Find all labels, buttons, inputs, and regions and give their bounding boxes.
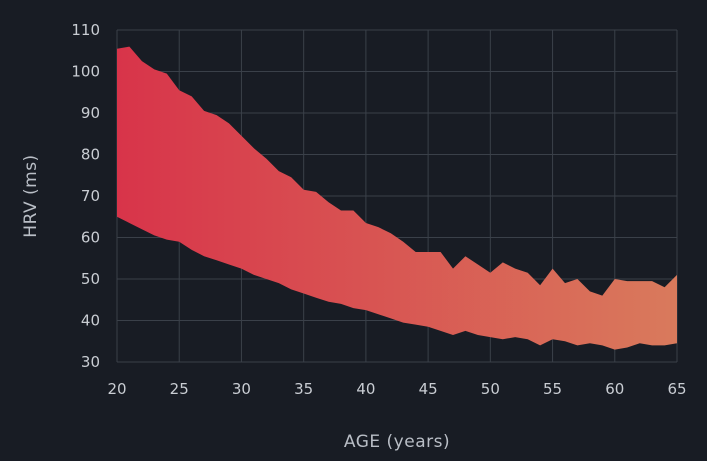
x-axis-title: AGE (years) xyxy=(344,432,450,452)
hrv-range-band xyxy=(117,46,677,350)
x-tick-label: 45 xyxy=(419,380,438,398)
x-tick-label: 35 xyxy=(294,380,313,398)
x-tick-label: 20 xyxy=(107,380,126,398)
y-tick-label: 100 xyxy=(71,63,100,81)
x-tick-label: 40 xyxy=(356,380,375,398)
y-tick-label: 70 xyxy=(81,187,100,205)
y-tick-label: 50 xyxy=(81,270,100,288)
y-tick-label: 60 xyxy=(81,229,100,247)
y-tick-label: 80 xyxy=(81,146,100,164)
x-tick-label: 55 xyxy=(543,380,562,398)
y-axis-ticks: 30 40 50 60 70 80 90 100 110 xyxy=(71,21,100,371)
x-tick-label: 50 xyxy=(481,380,500,398)
y-axis-title: HRV (ms) xyxy=(21,154,41,237)
y-tick-label: 90 xyxy=(81,104,100,122)
y-tick-label: 30 xyxy=(81,353,100,371)
x-tick-label: 25 xyxy=(170,380,189,398)
x-tick-label: 65 xyxy=(667,380,686,398)
x-tick-label: 60 xyxy=(605,380,624,398)
y-tick-label: 40 xyxy=(81,312,100,330)
y-tick-label: 110 xyxy=(71,21,100,39)
x-axis-ticks: 20 25 30 35 40 45 50 55 60 65 xyxy=(107,380,686,398)
x-tick-label: 30 xyxy=(232,380,251,398)
